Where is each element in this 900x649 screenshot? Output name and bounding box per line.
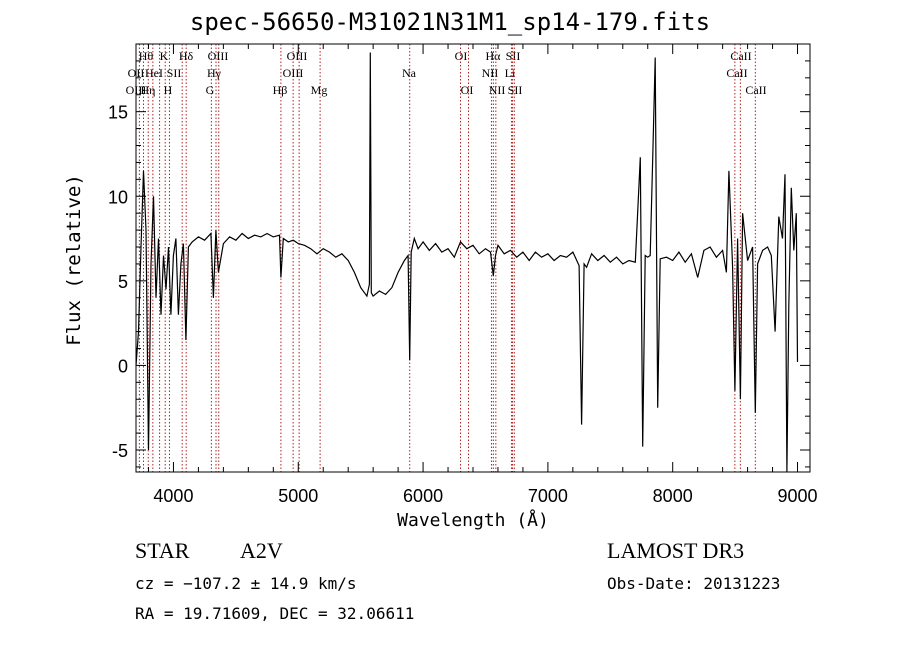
line-marker-label: OI	[461, 83, 474, 97]
x-tick-label: 9000	[777, 486, 817, 506]
y-tick-label: 5	[118, 272, 128, 292]
line-marker-label: SII	[167, 66, 182, 80]
line-marker-label: SII	[506, 49, 521, 63]
line-marker-label: OIII	[283, 66, 304, 80]
x-tick-label: 7000	[528, 486, 568, 506]
line-marker-label: NII	[482, 66, 499, 80]
line-marker-label: CaII	[730, 49, 751, 63]
line-marker-label: Mg	[311, 83, 328, 97]
line-marker-label: Hγ	[207, 66, 222, 80]
line-marker-label: CaII	[726, 66, 747, 80]
line-marker-label: CaII	[745, 83, 766, 97]
y-tick-label: -5	[112, 441, 128, 461]
spectrum-line	[135, 52, 799, 473]
x-tick-label: 4000	[153, 486, 193, 506]
line-marker-label: OIII	[287, 49, 308, 63]
object-subclass: A2V	[240, 538, 283, 563]
y-tick-label: 0	[118, 356, 128, 376]
line-marker-label: SII	[508, 83, 523, 97]
line-marker-label: Li	[505, 66, 516, 80]
redshift-velocity: cz = −107.2 ± 14.9 km/s	[135, 574, 357, 593]
line-marker-label: H	[164, 83, 173, 97]
plot-frame	[135, 43, 811, 473]
line-marker-label: HeI	[145, 66, 163, 80]
line-marker-label: G	[206, 83, 215, 97]
x-tick-label: 6000	[403, 486, 443, 506]
line-marker-label: Hη	[141, 83, 156, 97]
line-marker-label: Na	[402, 66, 417, 80]
x-tick-label: 5000	[278, 486, 318, 506]
coordinates: RA = 19.71609, DEC = 32.06611	[135, 604, 415, 623]
line-marker-label: K	[160, 49, 169, 63]
object-class: STAR	[135, 538, 190, 563]
line-marker-label: NII	[489, 83, 506, 97]
survey-name: LAMOST DR3	[607, 538, 745, 563]
observation-date: Obs-Date: 20131223	[607, 574, 781, 593]
x-axis-label: Wavelength (Å)	[397, 510, 549, 531]
y-tick-label: 15	[108, 103, 128, 123]
y-axis-label: Flux (relative)	[63, 174, 85, 346]
line-marker-label: Hδ	[179, 49, 194, 63]
line-marker-label: OIII	[208, 49, 229, 63]
line-marker-label: Hβ	[273, 83, 288, 97]
line-marker-label: Hθ	[139, 49, 154, 63]
x-tick-label: 8000	[653, 486, 693, 506]
y-tick-label: 10	[108, 187, 128, 207]
chart-title: spec-56650-M31021N31M1_sp14-179.fits	[189, 8, 711, 36]
line-marker-label: OI	[455, 49, 468, 63]
line-marker-label: Hα	[486, 49, 502, 63]
